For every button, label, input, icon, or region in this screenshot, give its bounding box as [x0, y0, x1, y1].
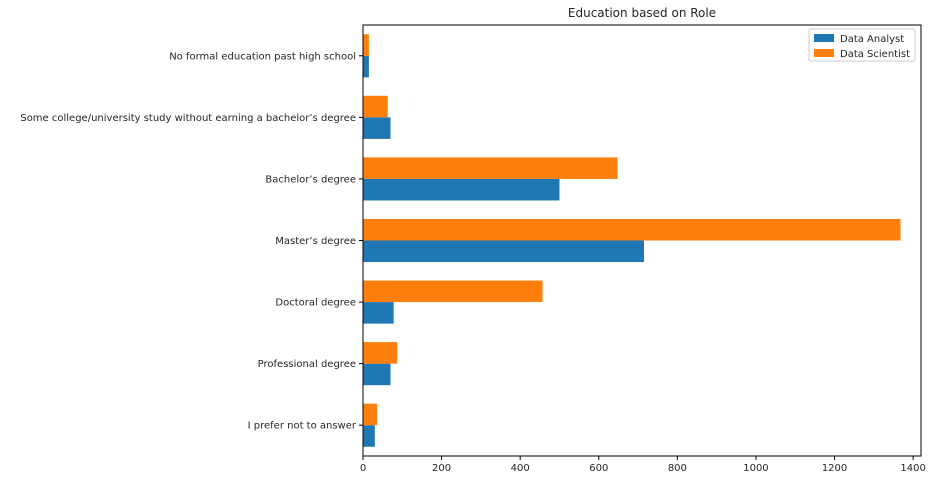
y-tick-label: I prefer not to answer — [248, 421, 357, 432]
bar-data-scientist — [363, 34, 369, 56]
y-tick-label: Bachelor’s degree — [265, 174, 356, 185]
plot-area: No formal education past high school Some… — [20, 24, 926, 474]
bar-data-analyst — [363, 178, 560, 201]
axes-frame — [362, 24, 922, 457]
bar-data-scientist — [363, 218, 901, 241]
legend-swatch — [814, 34, 834, 42]
x-tick-label: 1000 — [743, 463, 768, 474]
x-tick-label: 1400 — [900, 463, 925, 474]
bar-data-scientist — [363, 95, 388, 118]
bar-data-analyst — [363, 425, 375, 447]
legend-swatch — [814, 49, 834, 57]
y-tick-label: Master’s degree — [275, 236, 356, 247]
legend: Data Analyst Data Scientist — [808, 28, 916, 62]
chart-title: Education based on Role — [568, 6, 716, 20]
y-tick-label: No formal education past high school — [169, 51, 356, 62]
bar-data-scientist — [363, 280, 543, 303]
bar-data-scientist — [363, 157, 618, 179]
x-tick-label: 1200 — [822, 463, 847, 474]
legend-box — [808, 28, 916, 62]
bar-data-analyst — [363, 55, 369, 78]
x-tick-label: 800 — [668, 463, 687, 474]
y-tick-label: Some college/university study without ea… — [20, 113, 356, 124]
y-tick-label: Professional degree — [258, 359, 356, 370]
bar-data-analyst — [363, 302, 394, 324]
bar-data-analyst — [363, 363, 391, 386]
bar-data-scientist — [363, 342, 398, 364]
bar-data-analyst — [363, 117, 391, 139]
legend-label: Data Scientist — [840, 49, 910, 60]
x-tick-label: 400 — [511, 463, 530, 474]
x-tick-label: 600 — [589, 463, 608, 474]
y-tick-label: Doctoral degree — [275, 298, 356, 309]
legend-label: Data Analyst — [840, 34, 904, 45]
bar-data-analyst — [363, 240, 644, 263]
x-tick-label: 0 — [360, 463, 366, 474]
x-tick-label: 200 — [432, 463, 451, 474]
bar-data-scientist — [363, 403, 378, 426]
